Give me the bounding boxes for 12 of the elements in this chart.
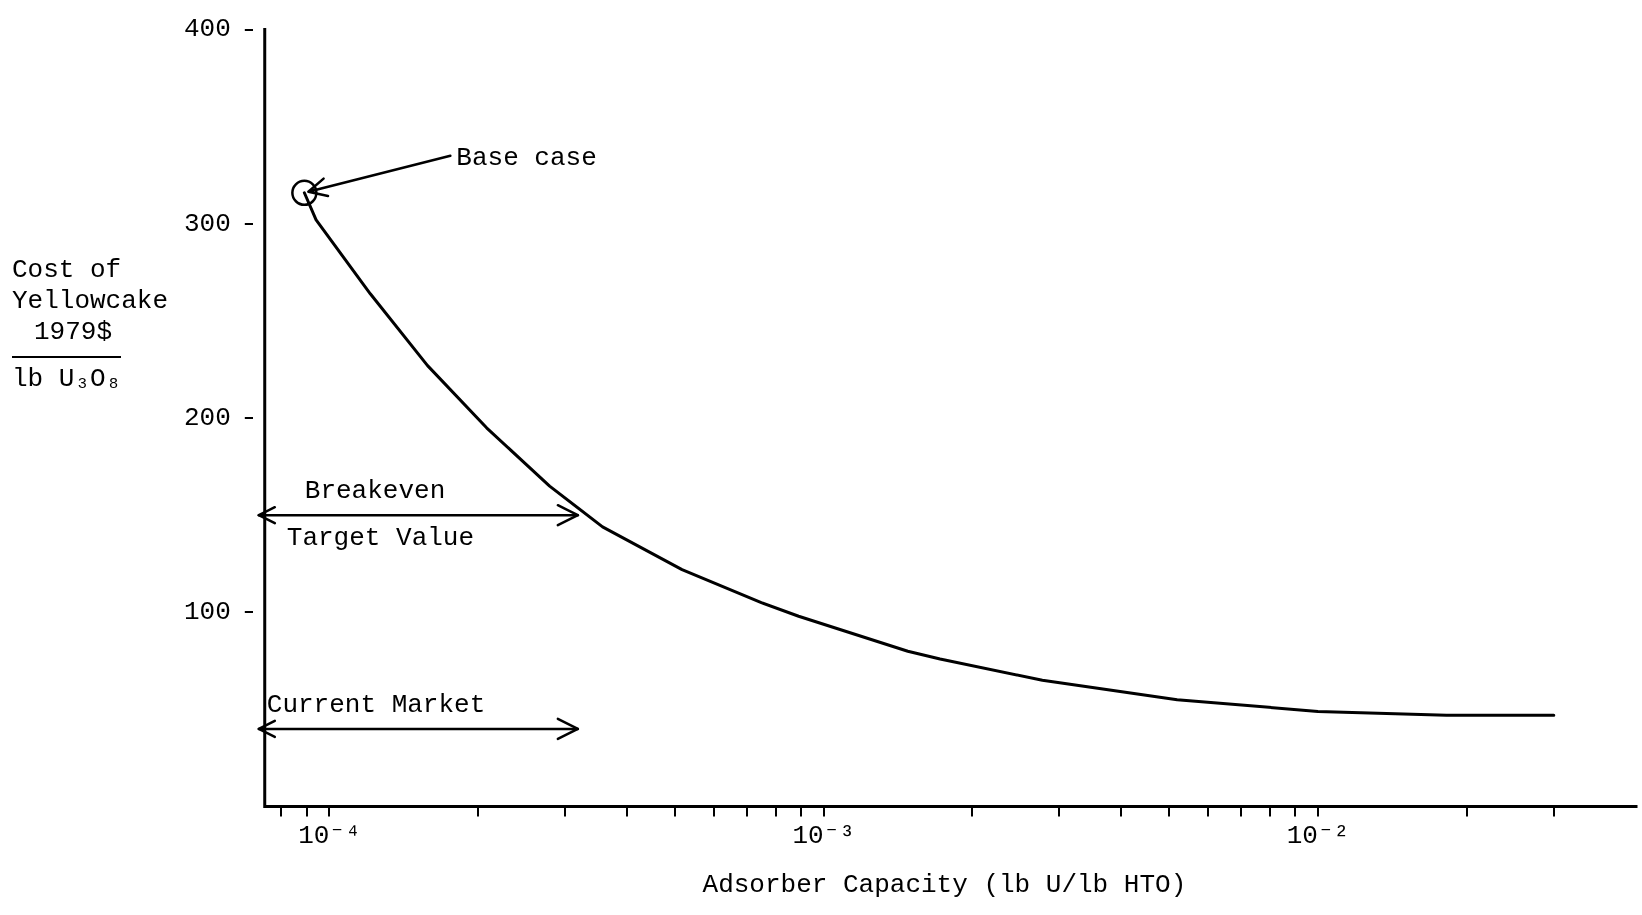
x-tick-label: 10⁻² — [1286, 821, 1350, 852]
annotation: Base case — [456, 142, 597, 173]
x-tick-label: 10⁻⁴ — [298, 821, 361, 852]
ref-line-label: Breakeven Target Value — [286, 476, 475, 554]
x-tick-label: 10⁻³ — [792, 821, 855, 852]
ref-line-label: Current Market — [266, 689, 486, 720]
y-tick-label: 300 — [184, 208, 231, 239]
y-tick-label: 100 — [184, 597, 231, 628]
x-axis-title: Adsorber Capacity (lb U/lb HTO) — [702, 870, 1187, 901]
y-tick-label: 400 — [184, 14, 231, 45]
y-axis-title: Cost of Yellowcake 1979$ lb U₃O₈ — [12, 255, 169, 395]
y-tick-label: 200 — [184, 402, 231, 433]
